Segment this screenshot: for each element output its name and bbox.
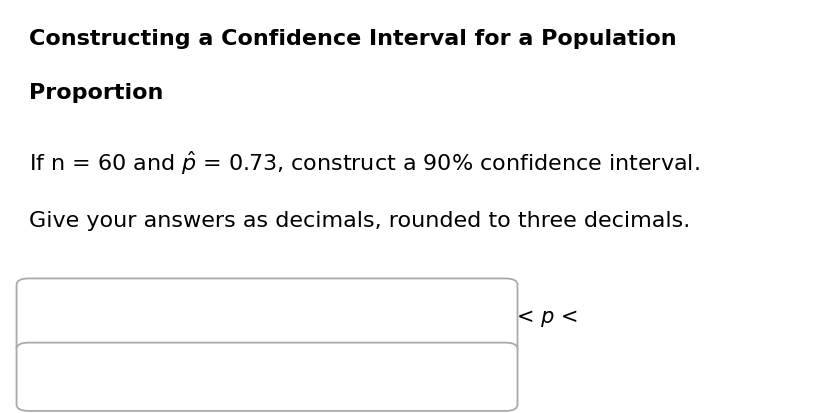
Text: Proportion: Proportion [29, 83, 163, 102]
Text: Constructing a Confidence Interval for a Population: Constructing a Confidence Interval for a… [29, 29, 676, 49]
FancyBboxPatch shape [17, 343, 517, 411]
Text: If n = 60 and $\hat{p}$ = 0.73, construct a 90% confidence interval.: If n = 60 and $\hat{p}$ = 0.73, construc… [29, 149, 699, 176]
Text: Give your answers as decimals, rounded to three decimals.: Give your answers as decimals, rounded t… [29, 211, 690, 230]
FancyBboxPatch shape [17, 279, 517, 355]
Text: < p <: < p < [517, 306, 578, 326]
